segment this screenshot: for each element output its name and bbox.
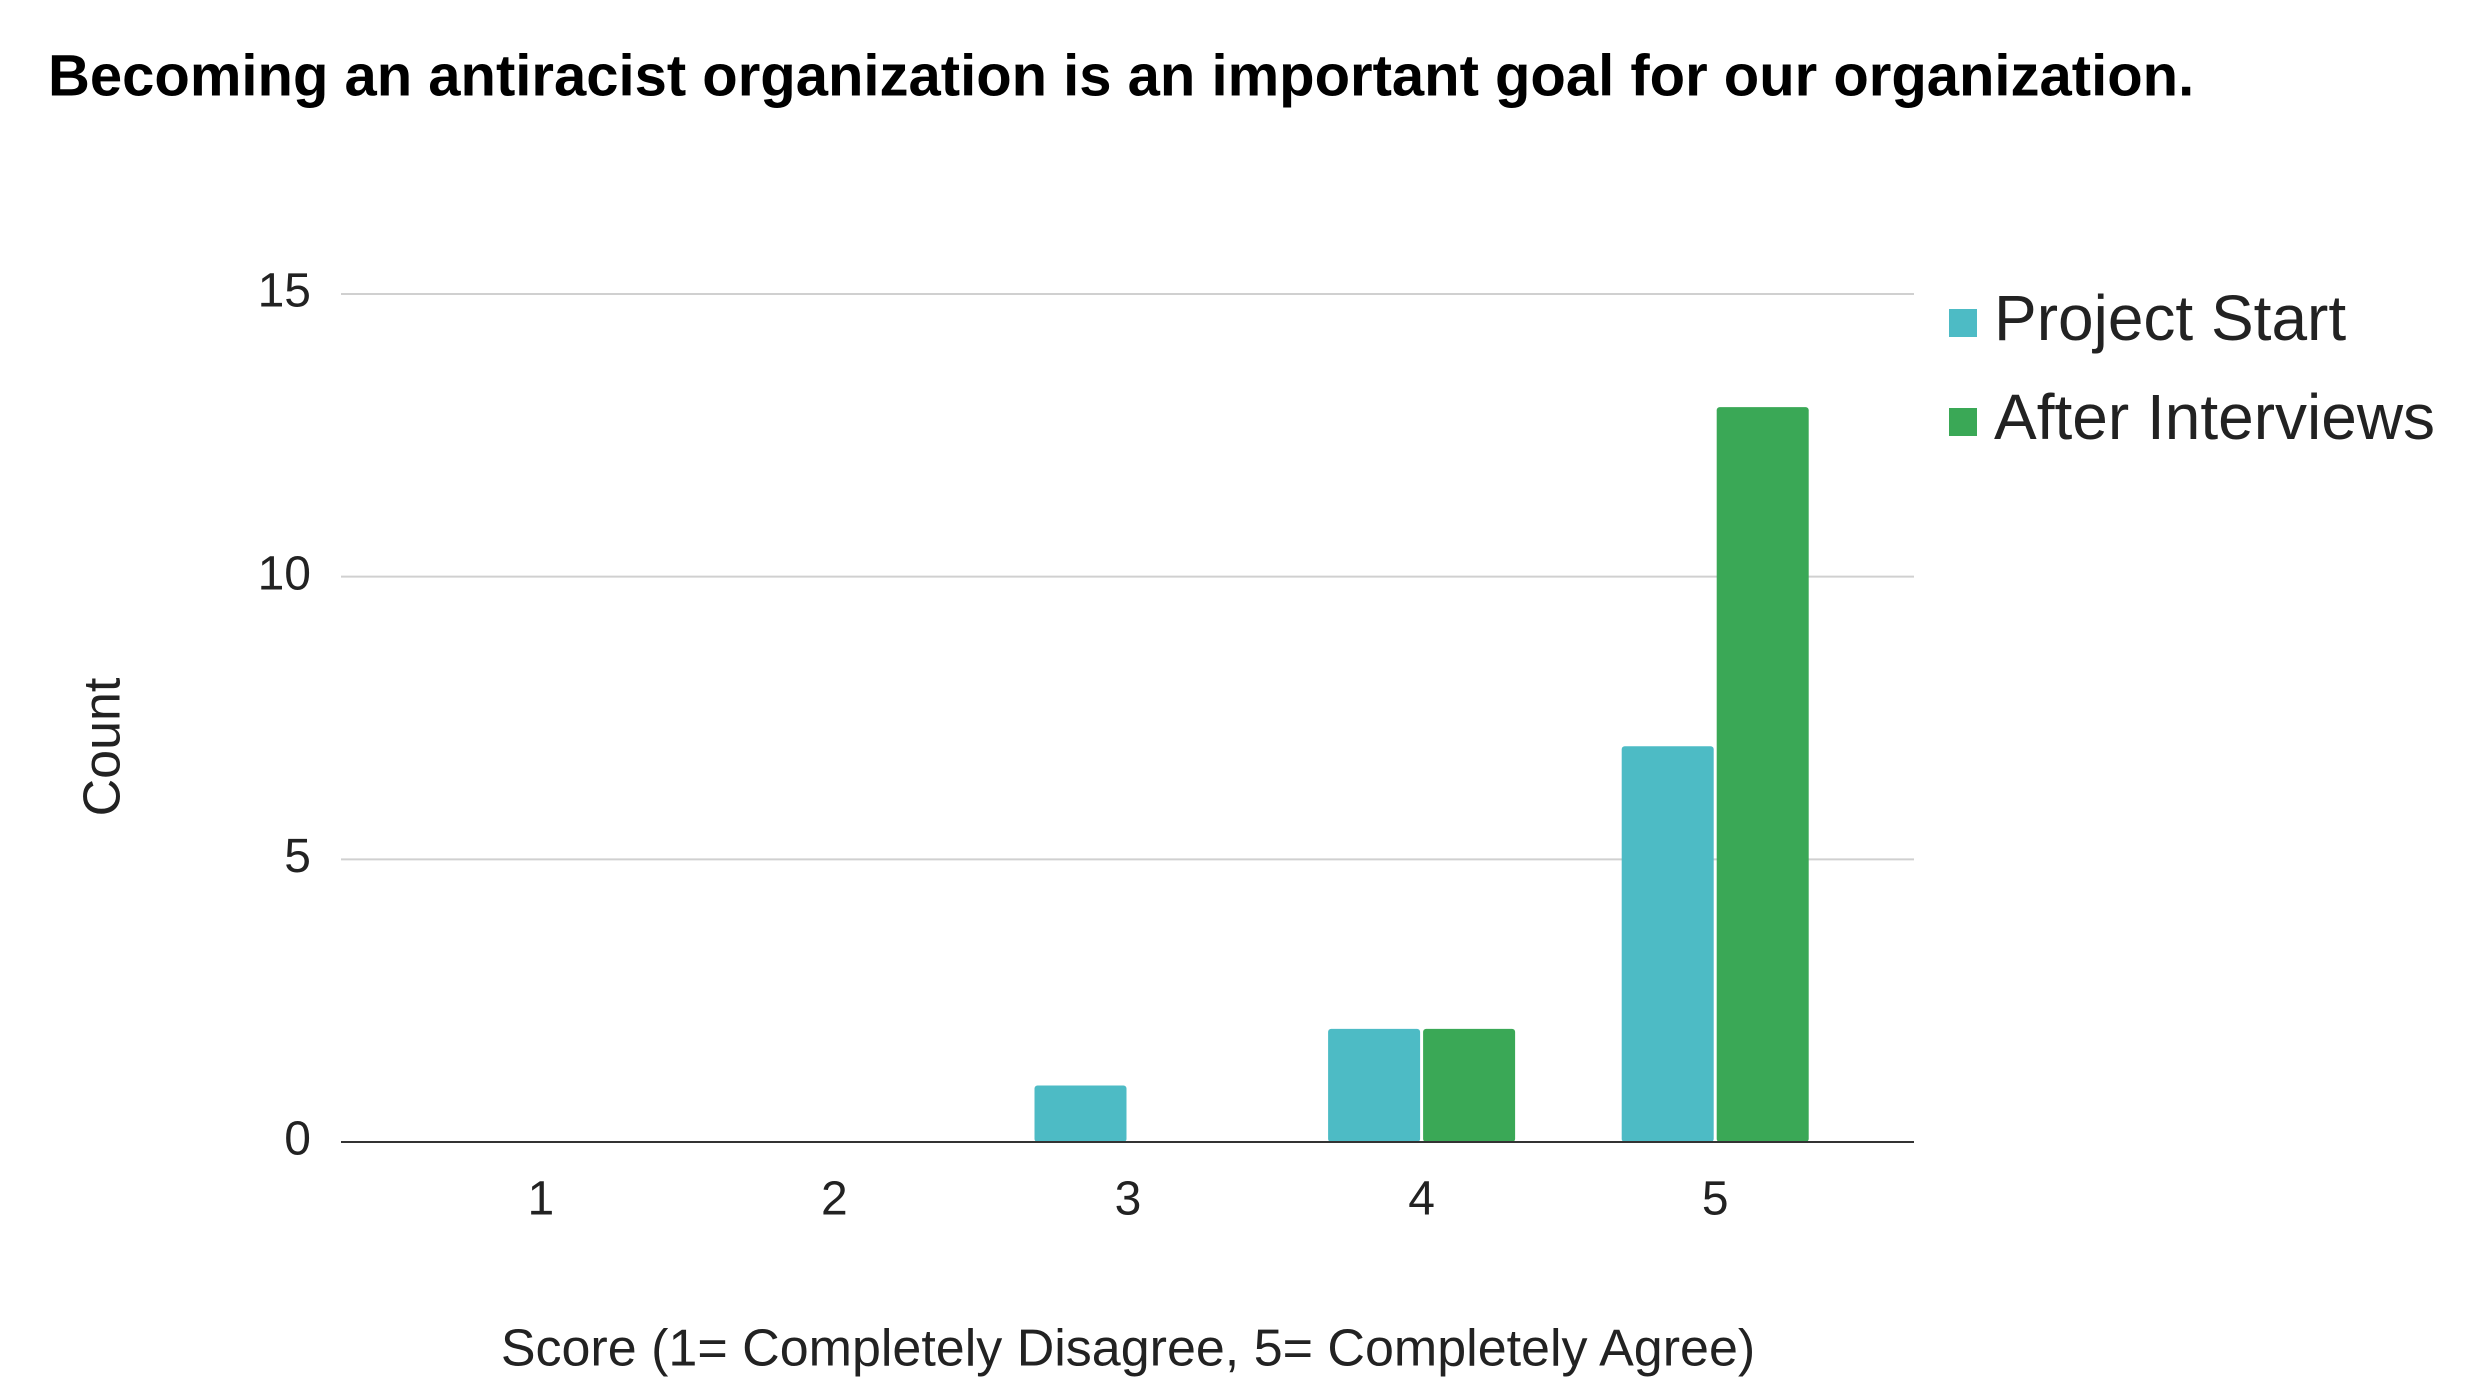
- chart-title: Becoming an antiracist organization is a…: [48, 43, 2194, 108]
- x-tick-label: 5: [1702, 1173, 1729, 1226]
- x-tick-label: 1: [527, 1173, 554, 1226]
- legend-label: After Interviews: [1994, 381, 2435, 453]
- bar: [1328, 1028, 1421, 1142]
- bar: [1716, 407, 1809, 1143]
- bar: [1423, 1028, 1516, 1142]
- x-tick-label: 3: [1115, 1173, 1142, 1226]
- y-axis-title: Count: [74, 677, 132, 816]
- legend-swatch: [1949, 309, 1977, 337]
- x-axis-title: Score (1= Completely Disagree, 5= Comple…: [501, 1320, 1755, 1378]
- y-tick-label: 0: [284, 1113, 311, 1166]
- bar: [1034, 1085, 1127, 1142]
- y-tick-label: 10: [258, 547, 311, 600]
- x-tick-label: 2: [821, 1173, 848, 1226]
- bar: [1621, 746, 1714, 1142]
- x-tick-label: 4: [1408, 1173, 1435, 1226]
- y-tick-label: 5: [284, 830, 311, 883]
- legend-label: Project Start: [1994, 282, 2346, 354]
- y-tick-label: 15: [258, 265, 311, 318]
- legend-swatch: [1949, 408, 1977, 436]
